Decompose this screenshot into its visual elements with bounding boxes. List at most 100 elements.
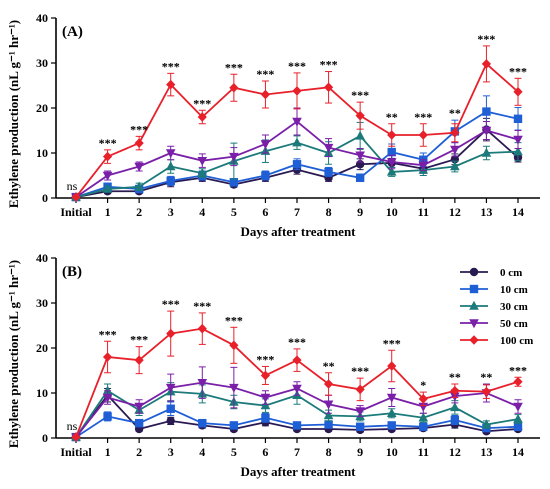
panel-b-x-tick-label: 7	[294, 445, 300, 459]
legend-swatch-marker	[469, 300, 479, 310]
panel-b-series-50-cm-point	[418, 402, 429, 412]
panel-a-series-10-cm-point	[292, 160, 302, 169]
panel-b-significance-label: ***	[193, 299, 211, 313]
panel-a-series-30-cm-point	[386, 166, 397, 176]
panel-a-series-10-cm-point	[513, 114, 523, 123]
panel-a-series-10-cm-point	[229, 178, 239, 187]
panel-a-series-30-cm-point	[197, 168, 208, 177]
panel-a-x-tick-label: 1	[105, 205, 111, 219]
panel-a-series-50-cm-point	[292, 117, 302, 127]
panel-a-y-tick-label: 0	[42, 191, 48, 205]
panel-b-y-tick-label: 0	[42, 431, 48, 445]
panel-b-series-100-cm-point	[260, 370, 271, 381]
panel-b-series-10-cm-point	[292, 421, 302, 430]
panel-a-x-tick-label: 7	[294, 205, 300, 219]
panel-b-x-tick-label: 12	[449, 445, 461, 459]
panel-b-significance-label: ***	[225, 313, 243, 327]
panel-b-x-axis-title: Days after treatment	[240, 464, 356, 479]
panel-a-series-100-cm-point	[102, 151, 113, 162]
panel-a-x-tick-label: 6	[262, 205, 268, 219]
panel-a-significance-label: ***	[99, 136, 117, 150]
panel-a-significance-label: ***	[477, 32, 495, 46]
panel-b-x-tick-label: 5	[231, 445, 237, 459]
panel-b-significance-label: ***	[162, 297, 180, 311]
panel-a-x-tick-label: 3	[168, 205, 174, 219]
legend-item-30-cm: 30 cm	[460, 300, 528, 313]
panel-b-x-tick-label: 13	[480, 445, 492, 459]
panel-a-series-50-cm-point	[355, 151, 365, 161]
panel-a-series-10-cm	[71, 95, 523, 202]
panel-b-series-100-cm-point	[450, 385, 460, 396]
panel-b-series-100-cm-point	[229, 340, 239, 351]
panel-a-series-100-cm-point	[229, 82, 239, 93]
panel-b-significance-label: ***	[256, 352, 274, 366]
panel-a-significance-label: ***	[320, 58, 338, 72]
panel-a-x-tick-label: 9	[357, 205, 363, 219]
panel-a-series-30-cm-point	[165, 161, 176, 171]
panel-b-significance-label: ***	[99, 327, 117, 341]
panel-a-series-100-cm-point	[134, 138, 144, 148]
panel-b-series-30-cm-point	[418, 412, 429, 422]
legend-label: 30 cm	[500, 301, 528, 313]
panel-a-series-100-cm	[71, 45, 523, 202]
panel-b-series-50-cm-point	[323, 400, 334, 410]
panel-a-series-30-cm	[71, 121, 523, 201]
panel-a-series-100-cm-point	[166, 79, 176, 90]
panel-b-x-tick-label: 2	[136, 445, 142, 459]
panel-a-series-100-cm-point	[513, 87, 523, 97]
panel-a-series-100-cm-point	[292, 86, 302, 96]
panel-a-significance-label: **	[449, 106, 461, 120]
legend-label: 0 cm	[500, 267, 522, 279]
panel-a-series-100-cm-point	[418, 130, 428, 140]
legend-item-0-cm: 0 cm	[460, 267, 522, 279]
panel-b-legend: 0 cm 10 cm 30 cm 50 cm 100 cm	[460, 267, 533, 347]
panel-a-significance-label: ***	[288, 59, 306, 73]
panel-b-series-100-cm	[71, 310, 523, 442]
panel-a-significance-label: ***	[130, 122, 148, 136]
panel-b-series-10-cm-point	[419, 422, 428, 431]
panel-b-series-50-cm-point	[260, 393, 271, 403]
panel-b-significance-label: ***	[288, 335, 306, 349]
panel-b-x-tick-label: 9	[357, 445, 363, 459]
panel-b-series-100-cm-point	[71, 432, 81, 442]
panel-b-x-tick-label: 8	[326, 445, 332, 459]
panel-a-series-10-cm-point	[324, 167, 333, 177]
panel-a-significance-label: ***	[256, 67, 274, 81]
panel-a-series-100-cm-point	[387, 130, 397, 140]
panel-b-significance-label: ***	[509, 363, 527, 377]
panel-a-significance-label: ***	[225, 60, 243, 74]
panel-b-series-100-cm-point	[323, 379, 334, 389]
panel-a-series-30-cm-point	[513, 146, 523, 156]
panel-b-series-50-cm-point	[165, 383, 176, 393]
panel-b-series-50-cm-point	[229, 383, 239, 393]
panel-a-series-100-cm-point	[71, 192, 81, 202]
panel-a-series-50-cm-point	[102, 171, 113, 181]
panel-a-y-tick-label: 40	[36, 11, 48, 25]
panel-a-x-tick-label: 11	[418, 205, 429, 219]
panel-b-series-10-cm-point	[450, 415, 460, 425]
legend-label: 50 cm	[500, 318, 528, 330]
panel-b-significance-label: **	[480, 370, 492, 384]
panel-a-series-50-cm-point	[386, 158, 397, 168]
panel-b-series-10-cm-point	[261, 413, 270, 422]
panel-a-series-50-cm-point	[165, 149, 176, 159]
panel-b-series-100-cm-point	[134, 355, 144, 365]
panel-a-series-100-cm-point	[481, 59, 492, 69]
panel-a-series-30-cm-point	[102, 183, 113, 193]
panel-b-label: (B)	[62, 264, 82, 280]
panel-b-series-10-cm-point	[513, 422, 523, 431]
legend-item-50-cm: 50 cm	[460, 318, 528, 330]
panel-b-x-tick-label: 11	[418, 445, 429, 459]
panel-a-series-100-cm-point	[323, 82, 334, 93]
panel-a-significance-label: ***	[162, 59, 180, 73]
panel-a-significance-label: ns	[67, 179, 78, 193]
panel-b-series-10-cm-point	[198, 418, 207, 428]
panel-a-series-10-cm-point	[261, 171, 270, 180]
panel-a-series-30-cm-point	[450, 161, 460, 171]
panel-a-series-10-cm-point	[482, 107, 491, 116]
panel-a-x-tick-label: 12	[449, 205, 461, 219]
panel-a-series-100-cm-point	[450, 127, 460, 138]
panel-b-series-100-cm-point	[418, 394, 428, 404]
panel-b-series-50-cm-point	[355, 407, 365, 417]
panel-a-x-tick-label: 14	[512, 205, 524, 219]
